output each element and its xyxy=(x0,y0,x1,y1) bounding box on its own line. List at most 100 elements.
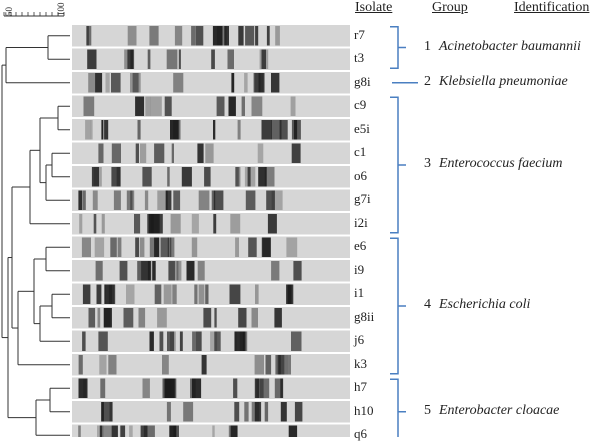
gel-band xyxy=(109,402,113,422)
gel-lane-g7i xyxy=(72,189,350,211)
gel-band xyxy=(198,284,205,304)
gel-band xyxy=(166,49,178,69)
gel-band xyxy=(205,143,214,163)
gel-band xyxy=(201,355,207,375)
gel-band xyxy=(127,26,137,46)
gel-lane-g8i xyxy=(72,72,350,94)
gel-band xyxy=(294,402,303,422)
gel-band xyxy=(83,96,95,116)
isolate-label: i2i xyxy=(354,214,368,230)
gel-lane-c9 xyxy=(72,95,350,117)
group-number: 4 xyxy=(424,297,431,312)
gel-band xyxy=(150,96,162,116)
group-number: 3 xyxy=(424,156,431,171)
gel-band xyxy=(181,167,192,187)
gel-band xyxy=(191,214,199,234)
gel-band xyxy=(110,237,117,257)
gel-band xyxy=(173,190,181,210)
gel-band xyxy=(229,284,241,304)
gel-band xyxy=(117,237,122,257)
gel-band xyxy=(205,284,209,304)
gel-band xyxy=(168,261,175,281)
isolate-label: o6 xyxy=(354,167,367,183)
gel-band xyxy=(239,331,248,351)
isolate-label: i1 xyxy=(354,285,365,301)
gel-band xyxy=(212,425,215,437)
gel-band xyxy=(291,143,301,163)
gel-band xyxy=(174,26,183,46)
gel-band xyxy=(170,214,181,234)
gel-band xyxy=(244,402,249,422)
gel-band xyxy=(195,26,204,46)
gel-band xyxy=(266,190,275,210)
gel-band xyxy=(224,26,229,46)
gel-band xyxy=(254,73,264,93)
gel-band xyxy=(251,308,258,328)
gel-band xyxy=(166,402,171,422)
gel-band xyxy=(141,261,152,281)
gel-band xyxy=(98,331,108,351)
gel-band xyxy=(149,331,154,351)
gel-band xyxy=(234,402,240,422)
gel-band xyxy=(216,26,227,46)
group-label: 4 Escherichia coli xyxy=(424,297,530,313)
gel-band xyxy=(126,190,133,210)
gel-band xyxy=(101,402,113,422)
gel-band xyxy=(157,214,163,234)
gel-lane-e6 xyxy=(72,236,350,258)
group-bracket xyxy=(390,26,406,69)
gel-band xyxy=(97,308,101,328)
gel-band xyxy=(92,190,98,210)
isolate-label: g8i xyxy=(354,73,371,89)
gel-band xyxy=(159,331,164,351)
gel-band xyxy=(152,261,156,281)
gel-band xyxy=(244,73,248,93)
gel-band xyxy=(78,378,88,398)
gel-band xyxy=(82,331,86,351)
gel-band xyxy=(213,190,224,210)
gel-band xyxy=(271,73,280,93)
gel-band xyxy=(78,190,83,210)
gel-band xyxy=(234,331,245,351)
group-label: 2 Klebsiella pneumoniae xyxy=(424,74,568,90)
isolate-label: g7i xyxy=(354,191,371,207)
gel-lane-c1 xyxy=(72,142,350,164)
gel-band xyxy=(251,96,263,116)
gel-band xyxy=(238,26,244,46)
gel-band xyxy=(149,214,158,234)
gel-band xyxy=(211,190,216,210)
gel-band xyxy=(142,167,152,187)
gel-band xyxy=(271,261,280,281)
isolate-label: h7 xyxy=(354,379,367,395)
gel-band xyxy=(167,237,172,257)
gel-band xyxy=(113,190,121,210)
group-label: 5 Enterobacter cloacae xyxy=(424,403,559,419)
gel-band xyxy=(162,378,172,398)
gel-band xyxy=(95,261,103,281)
gel-band xyxy=(279,120,288,140)
gel-band xyxy=(261,120,272,140)
gel-band xyxy=(280,378,283,398)
gel-band xyxy=(101,120,104,140)
gel-band xyxy=(124,49,130,69)
gel-band xyxy=(82,190,86,210)
gel-band xyxy=(105,284,116,304)
gel-band xyxy=(85,120,91,140)
gel-band xyxy=(267,214,277,234)
gel-band xyxy=(111,425,118,437)
gel-band xyxy=(145,96,151,116)
gel-band xyxy=(173,73,184,93)
gel-lane-o6 xyxy=(72,166,350,188)
gel-band xyxy=(149,26,159,46)
gel-band xyxy=(111,167,121,187)
gel-band xyxy=(210,331,218,351)
gel-band xyxy=(280,402,287,422)
gel-band xyxy=(288,355,291,375)
isolate-label: k3 xyxy=(354,355,367,371)
gel-band xyxy=(256,378,264,398)
scale-label-100: 100 xyxy=(56,2,66,17)
gel-band xyxy=(275,26,280,46)
gel-band xyxy=(230,425,238,437)
header-group: Group xyxy=(432,0,468,15)
group-number: 2 xyxy=(424,73,431,89)
